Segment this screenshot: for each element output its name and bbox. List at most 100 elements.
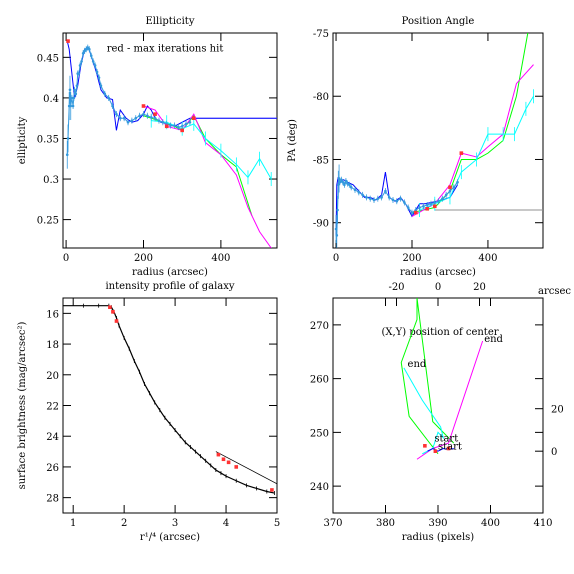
data-point xyxy=(365,196,368,199)
data-point xyxy=(146,114,149,118)
data-point xyxy=(437,199,440,203)
data-point xyxy=(410,211,414,214)
ellipticity-panel: Ellipticity radius (arcsec) ellipticity 0 20… xyxy=(17,16,278,278)
data-point xyxy=(142,112,145,116)
data-point xyxy=(80,60,83,63)
data-point xyxy=(74,92,78,96)
max-iter-point xyxy=(111,310,115,314)
data-point xyxy=(75,84,79,88)
top-axis-unit-label: arcsec xyxy=(538,286,571,297)
max-iter-point xyxy=(216,452,221,457)
data-point xyxy=(368,197,372,200)
data-point xyxy=(188,120,192,124)
data-point xyxy=(335,234,339,237)
x-axis-label: radius (arcsec) xyxy=(400,267,476,278)
series-line-1 xyxy=(416,340,484,460)
annotation-text: red - max iterations hit xyxy=(107,44,224,55)
data-point xyxy=(78,64,82,67)
data-point xyxy=(444,193,448,197)
data-point xyxy=(343,183,346,187)
data-point xyxy=(73,88,76,92)
fit-line xyxy=(215,451,277,485)
data-point xyxy=(361,193,364,197)
data-point xyxy=(99,84,103,88)
y-tick-label: 28 xyxy=(46,494,59,505)
data-point xyxy=(414,208,418,212)
data-point xyxy=(126,120,130,124)
max-iter-point xyxy=(270,488,274,492)
path-label: start xyxy=(438,442,462,453)
x-tick-label: 390 xyxy=(428,518,447,529)
data-point xyxy=(422,204,425,208)
data-point xyxy=(83,49,86,53)
right-tick-label: 0 xyxy=(551,447,557,458)
chart-title: Position Angle xyxy=(402,16,475,27)
y-tick-label: 0.4 xyxy=(43,94,59,105)
series-line-1 xyxy=(411,33,529,214)
data-point xyxy=(429,202,433,206)
x-tick-label: 200 xyxy=(402,253,421,264)
data-point xyxy=(399,197,402,200)
plot-area xyxy=(334,33,543,248)
chart-title: (X,Y) position of center xyxy=(381,327,498,338)
y-axis-label: PA (deg) xyxy=(287,119,298,162)
data-point xyxy=(340,178,343,182)
data-point xyxy=(130,119,134,122)
top-tick-label: 0 xyxy=(435,282,441,293)
x-tick-label: 400 xyxy=(211,253,230,264)
data-point xyxy=(336,208,339,212)
max-iter-point xyxy=(234,465,239,469)
data-point xyxy=(122,116,126,120)
data-point xyxy=(433,201,437,204)
max-iter-point xyxy=(114,319,119,323)
data-point xyxy=(86,46,90,49)
data-point xyxy=(138,114,141,118)
data-point xyxy=(353,188,357,192)
plot-frame xyxy=(62,32,278,249)
data-point xyxy=(376,197,380,200)
data-point xyxy=(180,125,184,128)
data-point xyxy=(384,189,387,193)
data-point xyxy=(71,104,75,108)
data-point xyxy=(441,197,444,200)
data-point xyxy=(65,153,69,156)
max-iter-point xyxy=(432,204,437,209)
y-tick-label: 260 xyxy=(310,375,329,386)
data-point xyxy=(357,191,361,194)
x-tick-label: 370 xyxy=(323,518,342,529)
max-iter-point xyxy=(433,449,438,453)
max-iter-point xyxy=(66,39,70,43)
max-iter-point xyxy=(191,116,196,120)
series-line-0 xyxy=(400,298,455,455)
data-point xyxy=(107,96,110,100)
y-tick-label: -80 xyxy=(313,92,329,103)
series-line-2 xyxy=(411,64,534,217)
data-point xyxy=(338,180,342,184)
data-point xyxy=(349,185,353,189)
max-iter-point xyxy=(141,104,146,108)
max-iter-point xyxy=(459,151,464,155)
y-tick-label: 270 xyxy=(310,321,329,332)
data-point xyxy=(452,185,456,189)
data-point xyxy=(68,88,72,92)
series-line-2 xyxy=(143,105,272,248)
chart-title: Ellipticity xyxy=(146,16,195,27)
plot-area xyxy=(63,303,277,496)
plot-area xyxy=(65,39,277,248)
data-point xyxy=(157,119,161,122)
profile-line xyxy=(63,305,275,494)
series-line-0 xyxy=(335,172,458,236)
data-point xyxy=(348,183,351,187)
max-iter-point xyxy=(164,124,169,129)
x-tick-label: 5 xyxy=(274,518,280,529)
y-tick-label: 22 xyxy=(46,402,59,413)
data-point xyxy=(77,72,81,75)
x-tick-label: 0 xyxy=(333,253,339,264)
max-iter-point xyxy=(413,210,418,215)
data-point xyxy=(341,180,345,184)
y-axis-label: ellipticity xyxy=(17,116,28,164)
series-line-1 xyxy=(143,114,253,216)
x-tick-label: 400 xyxy=(481,518,500,529)
y-tick-label: 24 xyxy=(46,432,59,443)
data-point xyxy=(184,122,188,126)
